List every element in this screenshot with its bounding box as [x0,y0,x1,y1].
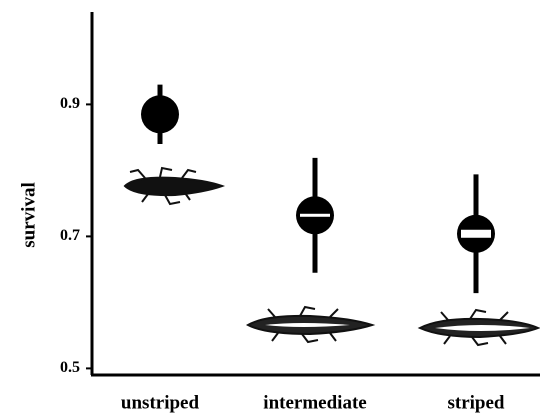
marker-stripe [300,214,330,217]
insect-striped [420,310,538,345]
point [141,95,179,133]
y-tick-label: 0.5 [60,359,80,376]
x-tick-label: unstriped [121,392,200,413]
y-tick-label: 0.7 [60,227,80,244]
y-tick-label: 0.9 [60,95,80,112]
insect-unstriped [125,168,222,204]
marker-stripe [461,230,491,238]
x-tick-label: striped [448,392,505,413]
chart: survival 0.5 0.7 0.9 unstriped intermediate s… [0,0,540,419]
y-axis-label: survival [18,182,39,247]
insect-intermediate [248,307,372,342]
x-tick-label: intermediate [263,392,366,413]
page: survival 0.5 0.7 0.9 unstriped intermediate s… [0,0,540,419]
